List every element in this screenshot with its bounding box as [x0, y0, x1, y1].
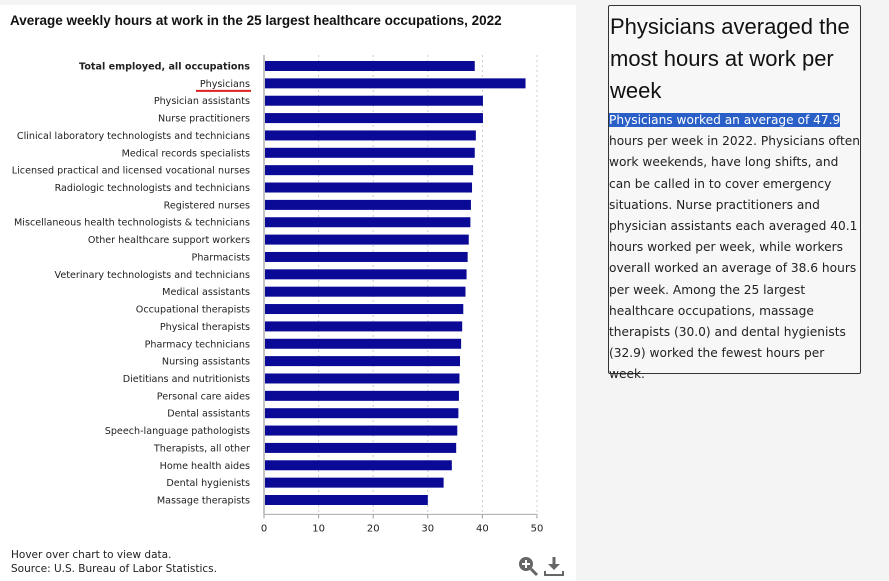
category-label: Massage therapists — [157, 496, 250, 507]
bar[interactable] — [265, 113, 483, 124]
category-label: Total employed, all occupations — [79, 62, 250, 73]
category-label: Veterinary technologists and technicians — [55, 270, 250, 281]
bar[interactable] — [265, 495, 428, 505]
x-tick-label: 0 — [261, 523, 267, 534]
bar[interactable] — [265, 304, 464, 315]
bar[interactable] — [265, 130, 476, 141]
category-label: Medical records specialists — [122, 148, 250, 159]
bar[interactable] — [265, 390, 459, 401]
hover-note: Hover over chart to view data. — [11, 549, 172, 561]
category-label: Other healthcare support workers — [88, 235, 250, 246]
zoom-in-icon[interactable] — [517, 555, 539, 577]
category-label: Home health aides — [160, 461, 250, 472]
chart-footer: Hover over chart to view data. Source: U… — [11, 548, 217, 576]
summary-body: hours per week in 2022. Physicians often… — [609, 134, 860, 382]
category-label: Therapists, all other — [153, 443, 250, 454]
bar[interactable] — [265, 338, 462, 349]
bar[interactable] — [265, 408, 459, 419]
category-label: Pharmacists — [192, 252, 250, 263]
bar[interactable] — [265, 95, 483, 106]
bar[interactable] — [265, 182, 473, 193]
chart-title: Average weekly hours at work in the 25 l… — [10, 13, 502, 28]
bar[interactable] — [265, 460, 452, 471]
bar[interactable] — [265, 61, 475, 71]
summary-text: Physicians worked an average of 47.9 hou… — [609, 110, 860, 386]
bar[interactable] — [265, 442, 457, 453]
category-label: Dental assistants — [167, 409, 250, 420]
category-label: Physician assistants — [154, 96, 250, 107]
bar[interactable] — [265, 251, 468, 262]
bar[interactable] — [265, 373, 460, 384]
category-label: Nurse practitioners — [158, 114, 250, 125]
bar[interactable] — [265, 286, 466, 297]
x-tick-label: 50 — [531, 523, 544, 534]
category-label: Miscellaneous health technologists & tec… — [14, 218, 250, 229]
category-label: Occupational therapists — [136, 305, 250, 316]
category-label: Radiologic technologists and technicians — [55, 183, 250, 194]
category-label: Physical therapists — [160, 322, 250, 333]
bar[interactable] — [265, 269, 467, 280]
category-label: Pharmacy technicians — [145, 339, 250, 350]
bar[interactable] — [265, 356, 461, 367]
category-label: Physicians — [200, 79, 250, 90]
source-note: Source: U.S. Bureau of Labor Statistics. — [11, 563, 217, 575]
bar[interactable] — [265, 477, 444, 488]
x-tick-label: 40 — [476, 523, 489, 534]
bar[interactable] — [265, 199, 471, 210]
bar[interactable] — [265, 147, 475, 158]
category-label: Nursing assistants — [162, 357, 250, 368]
category-label: Registered nurses — [164, 200, 250, 211]
download-icon[interactable] — [543, 555, 565, 577]
bar-chart[interactable]: 0 10 20 30 40 50 Total employed, all occupatio… — [0, 5, 576, 581]
x-tick-label: 20 — [367, 523, 380, 534]
category-label: Dietitians and nutritionists — [123, 374, 250, 385]
x-tick-label: 10 — [312, 523, 325, 534]
bar[interactable] — [265, 234, 469, 245]
bar[interactable] — [265, 165, 474, 176]
category-label: Dental hygienists — [166, 478, 250, 489]
category-label: Personal care aides — [157, 391, 250, 402]
summary-heading: Physicians averaged the most hours at wo… — [610, 14, 850, 103]
summary-panel: Physicians averaged the most hours at wo… — [608, 5, 861, 381]
bar[interactable] — [265, 425, 458, 436]
category-label: Medical assistants — [162, 287, 250, 298]
bar[interactable] — [265, 78, 526, 89]
category-label: Clinical laboratory technologists and te… — [17, 131, 250, 142]
category-label: Licensed practical and licensed vocation… — [12, 166, 250, 177]
selected-text: Physicians worked an average of 47.9 — [609, 113, 841, 127]
x-tick-label: 30 — [421, 523, 434, 534]
bar[interactable] — [265, 321, 463, 332]
bar[interactable] — [265, 217, 471, 228]
chart-panel: Average weekly hours at work in the 25 l… — [0, 5, 576, 581]
category-label: Speech-language pathologists — [105, 426, 250, 437]
